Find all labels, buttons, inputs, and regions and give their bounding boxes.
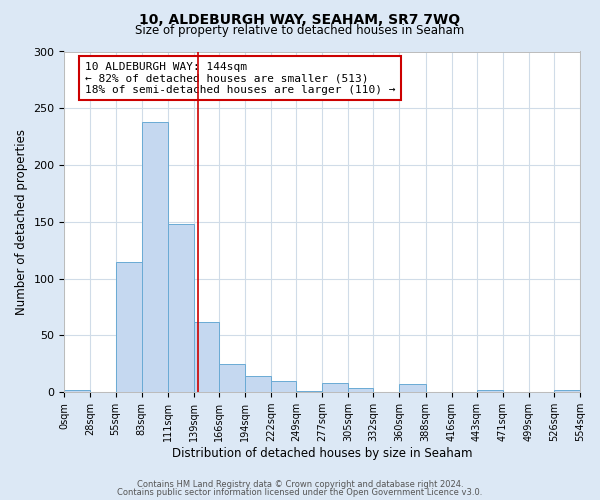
- Bar: [194, 322, 219, 392]
- X-axis label: Distribution of detached houses by size in Seaham: Distribution of detached houses by size …: [172, 447, 472, 460]
- Bar: [554, 390, 580, 392]
- Bar: [348, 388, 373, 392]
- Bar: [116, 262, 142, 392]
- Text: Contains public sector information licensed under the Open Government Licence v3: Contains public sector information licen…: [118, 488, 482, 497]
- Title: 10, ALDEBURGH WAY, SEAHAM, SR7 7WQ
Size of property relative to detached houses : 10, ALDEBURGH WAY, SEAHAM, SR7 7WQ Size …: [0, 499, 1, 500]
- Y-axis label: Number of detached properties: Number of detached properties: [15, 129, 28, 315]
- Bar: [245, 376, 271, 392]
- Bar: [219, 364, 245, 392]
- Bar: [322, 383, 348, 392]
- Bar: [476, 390, 503, 392]
- Text: 10 ALDEBURGH WAY: 144sqm
← 82% of detached houses are smaller (513)
18% of semi-: 10 ALDEBURGH WAY: 144sqm ← 82% of detach…: [85, 62, 395, 95]
- Bar: [271, 381, 296, 392]
- Text: Contains HM Land Registry data © Crown copyright and database right 2024.: Contains HM Land Registry data © Crown c…: [137, 480, 463, 489]
- Text: Size of property relative to detached houses in Seaham: Size of property relative to detached ho…: [136, 24, 464, 37]
- Bar: [64, 390, 91, 392]
- Bar: [400, 384, 425, 392]
- Bar: [142, 122, 168, 392]
- Bar: [296, 391, 322, 392]
- Text: 10, ALDEBURGH WAY, SEAHAM, SR7 7WQ: 10, ALDEBURGH WAY, SEAHAM, SR7 7WQ: [139, 12, 461, 26]
- Bar: [168, 224, 194, 392]
